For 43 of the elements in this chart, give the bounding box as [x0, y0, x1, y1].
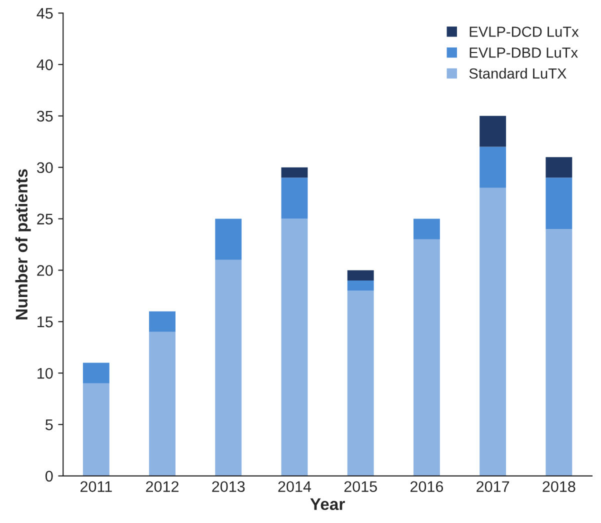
- bar: [546, 178, 572, 230]
- y-tick-label: 35: [36, 110, 53, 122]
- bar: [347, 270, 374, 280]
- bar: [215, 260, 242, 476]
- y-axis-title: Number of patients: [15, 169, 31, 320]
- x-tick-label: 2017: [476, 481, 510, 492]
- y-tick-label: 25: [37, 214, 53, 224]
- y-tick-label: 5: [46, 420, 53, 430]
- y-tick-label: 15: [38, 316, 53, 328]
- bar: [281, 218, 308, 476]
- y-tick-label: 45: [36, 8, 53, 19]
- bar: [281, 167, 308, 178]
- bar: [546, 157, 572, 178]
- bar: [82, 362, 110, 384]
- bar: [82, 383, 110, 476]
- y-tick-label: 10: [38, 368, 53, 379]
- x-tick-label: 2012: [146, 481, 178, 492]
- bar: [546, 229, 572, 476]
- y-tick-label: 40: [36, 59, 53, 70]
- y-tick-label: 20: [37, 265, 53, 276]
- bar: [413, 218, 440, 240]
- bar: [149, 311, 176, 332]
- x-tick-label: 2011: [80, 481, 112, 492]
- x-tick-label: 2018: [542, 481, 576, 492]
- bar: [413, 239, 440, 476]
- bar: [149, 332, 176, 476]
- bar: [480, 188, 506, 476]
- legend-label: EVLP-DCD LuTx: [470, 26, 579, 37]
- bar: [281, 178, 308, 219]
- legend-label: EVLP-DBD LuTx: [470, 48, 578, 58]
- x-tick-label: 2013: [212, 481, 245, 492]
- x-axis-title: Year: [310, 498, 345, 510]
- x-tick-label: 2015: [344, 481, 377, 492]
- x-tick-label: 2014: [278, 481, 312, 492]
- y-tick-label: 30: [36, 162, 53, 174]
- x-tick-label: 2016: [410, 481, 444, 492]
- bar: [480, 146, 506, 188]
- y-tick-label: 0: [45, 470, 53, 482]
- bar: [347, 280, 374, 291]
- bar: [215, 218, 242, 260]
- legend-label: Standard LuTX: [469, 68, 566, 79]
- bar: [480, 116, 506, 147]
- bar: [347, 290, 374, 476]
